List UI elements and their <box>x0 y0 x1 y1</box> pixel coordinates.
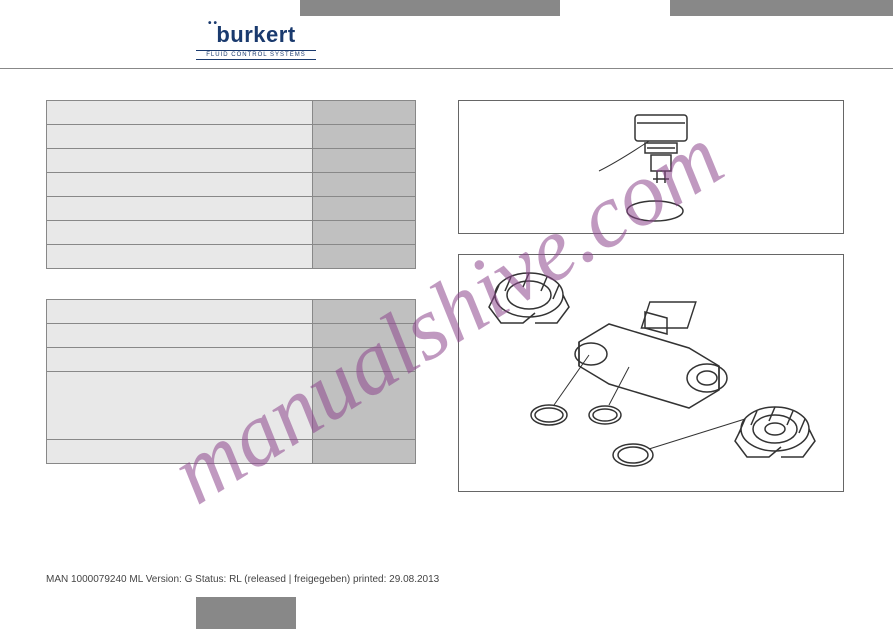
spec-table-1 <box>46 100 416 269</box>
cell-value <box>312 221 415 245</box>
footer-meta: MAN 1000079240 ML Version: G Status: RL … <box>46 574 439 585</box>
cell-label <box>47 101 313 125</box>
table-row <box>47 149 416 173</box>
footer-accent-bar <box>196 597 296 629</box>
table-row <box>47 173 416 197</box>
table-row <box>47 348 416 372</box>
cell-value <box>312 300 415 324</box>
cell-value <box>312 440 415 464</box>
table-row <box>47 125 416 149</box>
table-row <box>47 324 416 348</box>
topbar-seg <box>670 0 893 16</box>
cell-value <box>312 173 415 197</box>
figures-column <box>458 100 844 512</box>
cell-label <box>47 300 313 324</box>
cell-value <box>312 101 415 125</box>
cell-label <box>47 372 313 440</box>
table-row <box>47 300 416 324</box>
brand-name: •• burkert <box>196 22 316 48</box>
page-content <box>46 100 847 549</box>
brand-text: burkert <box>216 22 295 47</box>
table-row <box>47 101 416 125</box>
cell-value <box>312 245 415 269</box>
umlaut-dots: •• <box>208 18 219 29</box>
table-row <box>47 221 416 245</box>
cell-label <box>47 125 313 149</box>
cell-value <box>312 324 415 348</box>
cell-value <box>312 125 415 149</box>
figure-sensor-module <box>458 100 844 234</box>
figure-fitting-assembly <box>458 254 844 492</box>
cell-label <box>47 173 313 197</box>
table-row <box>47 197 416 221</box>
cell-label <box>47 440 313 464</box>
cell-label <box>47 149 313 173</box>
spec-table-2 <box>46 299 416 464</box>
table-row <box>47 440 416 464</box>
cell-label <box>47 324 313 348</box>
brand-tagline: FLUID CONTROL SYSTEMS <box>196 50 316 60</box>
table-row <box>47 372 416 440</box>
cell-label <box>47 348 313 372</box>
cell-label <box>47 245 313 269</box>
brand-logo: •• burkert FLUID CONTROL SYSTEMS <box>196 22 316 60</box>
cell-label <box>47 197 313 221</box>
top-accent-bar <box>0 0 893 16</box>
header-rule <box>0 68 893 69</box>
table-row <box>47 245 416 269</box>
cell-value <box>312 197 415 221</box>
topbar-seg <box>300 0 560 16</box>
topbar-seg <box>560 0 670 16</box>
tables-column <box>46 100 416 494</box>
cell-value <box>312 149 415 173</box>
topbar-seg <box>0 0 300 16</box>
cell-value <box>312 372 415 440</box>
cell-label <box>47 221 313 245</box>
cell-value <box>312 348 415 372</box>
